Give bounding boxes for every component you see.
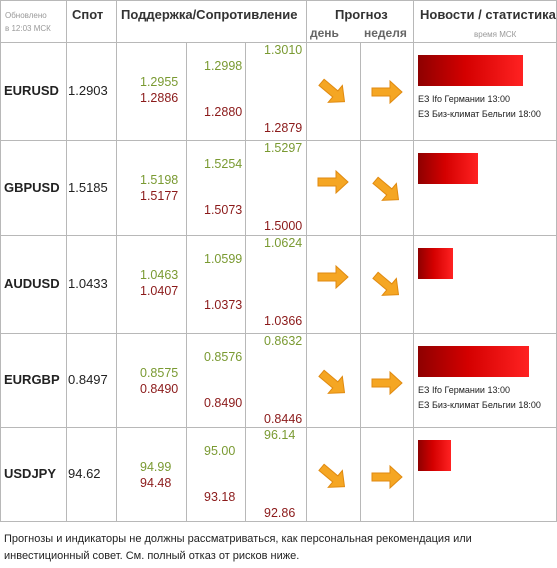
resistance-3: 1.3010 [264,43,303,57]
spot-price: 1.5185 [68,179,108,195]
support-3: 92.86 [264,506,296,520]
support-3: 0.8446 [264,412,303,426]
forecast-day-header: день [310,26,339,40]
resistance-1: 1.2955 [140,75,179,89]
news-intensity-bar [418,55,523,86]
news-intensity-bar [418,153,478,184]
updated-label: Обновлено [5,11,47,20]
arrow-right-icon [369,368,405,398]
support-1: 1.2886 [140,91,179,105]
support-2: 93.18 [204,490,236,504]
news-header: Новости / статистика [420,7,556,22]
news-event: EЗ Ifo Германии 13:00 [418,385,510,395]
support-2: 0.8490 [204,396,243,410]
support-1: 1.5177 [140,189,179,203]
risk-disclaimer: Прогнозы и индикаторы не должны рассматр… [4,533,472,562]
resistance-1: 1.5198 [140,173,179,187]
arrow-right-icon [315,167,351,197]
resistance-3: 96.14 [264,428,296,442]
support-2: 1.5073 [204,203,243,217]
spot-price: 1.2903 [68,83,108,98]
arrow-down-right-icon [369,175,405,205]
forecast-header: Прогноз [335,7,388,22]
support-2: 1.2880 [204,105,243,119]
resistance-3: 1.0624 [264,236,303,250]
news-time-label: время МСК [474,30,517,39]
support-1: 1.0407 [140,284,179,298]
resistance-3: 1.5297 [264,141,303,155]
resistance-2: 95.00 [204,444,236,458]
resistance-2: 1.0599 [204,252,243,266]
arrow-down-right-icon [369,270,405,300]
arrow-right-icon [315,262,351,292]
news-event: EЗ Биз-климат Бельгии 18:00 [418,400,541,410]
arrow-down-right-icon [315,368,351,398]
support-resistance-header: Поддержка/Сопротивление [121,7,298,22]
news-intensity-bar [418,346,529,377]
currency-pair: USDJPY [4,466,57,481]
resistance-1: 0.8575 [140,366,179,380]
resistance-2: 0.8576 [204,350,243,364]
currency-pair: GBPUSD [4,179,60,195]
support-3: 1.5000 [264,219,303,233]
news-intensity-bar [418,440,451,471]
spot-price: 1.0433 [68,276,108,291]
currency-pair: AUDUSD [4,276,60,291]
support-2: 1.0373 [204,298,243,312]
news-intensity-bar [418,248,453,279]
resistance-3: 0.8632 [264,334,303,348]
support-1: 0.8490 [140,382,179,396]
news-event: EЗ Биз-климат Бельгии 18:00 [418,109,541,119]
news-event: EЗ Ifo Германии 13:00 [418,94,510,104]
arrow-right-icon [369,77,405,107]
currency-pair: EURUSD [4,83,59,98]
arrow-right-icon [369,462,405,492]
forex-table: Обновлено в 12:03 МСК Спот Поддержка/Соп… [0,0,557,522]
forecast-week-header: неделя [364,26,407,40]
resistance-2: 1.2998 [204,59,243,73]
support-3: 1.2879 [264,121,303,135]
arrow-down-right-icon [315,462,351,492]
resistance-1: 1.0463 [140,268,179,282]
support-3: 1.0366 [264,314,303,328]
resistance-2: 1.5254 [204,157,243,171]
spot-header: Спот [72,7,104,22]
currency-pair: EURGBP [4,372,60,387]
spot-price: 0.8497 [68,372,108,387]
resistance-1: 94.99 [140,460,172,474]
updated-time: в 12:03 МСК [5,24,51,33]
arrow-down-right-icon [315,77,351,107]
support-1: 94.48 [140,476,172,490]
spot-price: 94.62 [68,466,101,481]
